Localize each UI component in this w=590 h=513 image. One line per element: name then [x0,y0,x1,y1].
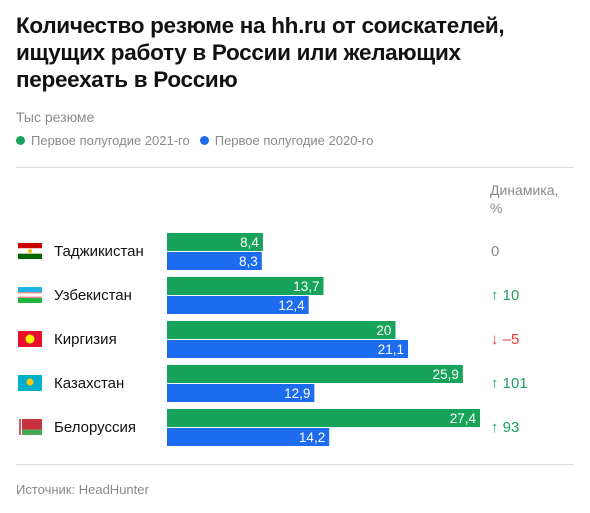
bar-2020 [167,252,262,270]
data-label-2021: 8,4 [240,235,259,250]
category-label: Киргизия [54,331,117,348]
bar-2020 [167,384,315,402]
data-label-2021: 25,9 [433,367,459,382]
legend-dot-2020 [199,136,209,145]
data-label-2021: 20 [376,323,391,338]
dynamics-value: ↑ 93 [491,419,519,436]
legend-label-2021: Первое полугодие 2021-го [31,133,190,148]
bar-2020 [167,340,409,358]
bar-2021 [167,409,480,427]
flag-belarus-icon [18,419,42,435]
flag-uzbekistan-icon [18,287,42,303]
data-label-2021: 13,7 [293,279,319,294]
flag-kazakhstan-icon [18,375,42,391]
flag-kyrgyzstan-icon [18,331,42,347]
bar-2020 [167,296,309,314]
category-label: Узбекистан [54,287,132,304]
bar-2021 [167,233,263,251]
legend-dot-2021 [16,136,25,145]
bar-2021 [167,365,463,383]
data-label-2021: 27,4 [450,411,477,426]
category-label: Таджикистан [54,243,144,260]
data-label-2020: 12,9 [284,386,310,401]
data-label-2020: 8,3 [239,254,258,269]
category-label: Казахстан [54,375,124,392]
data-label-2020: 12,4 [278,298,305,313]
bar-2021 [167,321,396,339]
flag-tajikistan-icon [18,243,42,259]
legend: Первое полугодие 2021-го Первое полугоди… [16,133,383,148]
bottom-divider [16,464,574,465]
bar-2021 [167,277,324,295]
dynamics-header-line-1: Динамика, [490,182,559,198]
data-label-2020: 14,2 [299,430,325,445]
bar-2020 [167,428,330,446]
dynamics-value: 0 [491,243,499,260]
legend-label-2020: Первое полугодие 2020-го [214,133,374,148]
top-divider [16,167,574,168]
category-label: Белоруссия [54,419,136,436]
dynamics-header: Динамика, % [490,181,558,217]
dynamics-value: ↑ 101 [491,375,528,392]
dynamics-value: ↓ –5 [491,331,519,348]
dynamics-value: ↑ 10 [491,287,519,304]
legend-item-2020: Первое полугодие 2020-го [199,133,374,148]
data-label-2020: 21,1 [378,342,404,357]
chart-title: Количество резюме на hh.ru от соискателе… [16,13,505,92]
dynamics-header-line-2: % [490,200,503,216]
unit-label: Тыс резюме [16,109,95,125]
legend-item-2021: Первое полугодие 2021-го [16,133,190,148]
source-note: Источник: HeadHunter [16,482,149,497]
